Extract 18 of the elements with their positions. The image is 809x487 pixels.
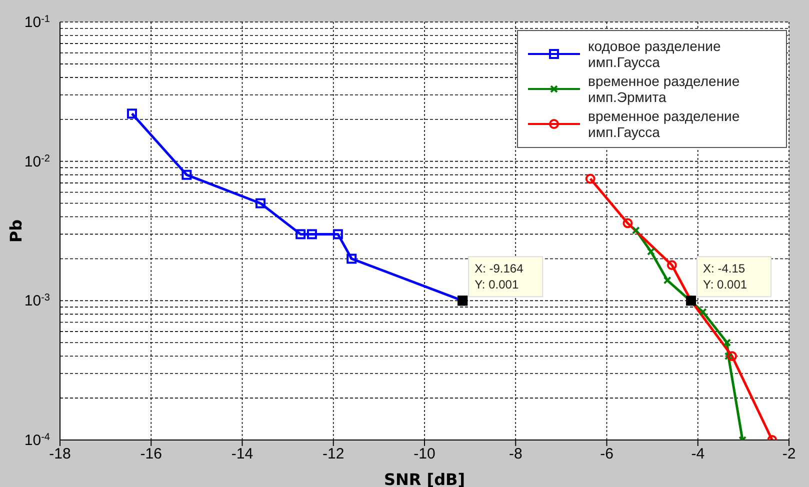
x-tick-label: -6 <box>600 446 614 463</box>
y-tick-label: 10$^{-3}$ <box>24 292 50 310</box>
y-tick-label: 10$^{-1}$ <box>24 14 50 31</box>
x-tick-label: -16 <box>140 446 162 463</box>
y-axis-title: Pb <box>6 219 26 243</box>
annotation: X: -4.15 Y: 0.001 <box>703 262 748 292</box>
x-tick-label: -4 <box>691 446 705 463</box>
legend-label: временное разделение имп.Гаусса <box>588 108 741 140</box>
x-axis-title: SNR [dB] <box>384 470 466 487</box>
y-tick-label: 10$^{-2}$ <box>24 152 50 170</box>
x-tick-label: -8 <box>508 446 522 463</box>
x-tick-label: -12 <box>322 446 344 463</box>
x-tick-label: -2 <box>782 446 796 463</box>
annotation: X: -9.164 Y: 0.001 <box>474 262 524 292</box>
x-tick-label: -14 <box>231 446 254 463</box>
x-tick-label: -18 <box>49 446 71 463</box>
x-tick-label: -10 <box>414 446 436 463</box>
y-tick-label: 10$^{-4}$ <box>24 432 50 449</box>
